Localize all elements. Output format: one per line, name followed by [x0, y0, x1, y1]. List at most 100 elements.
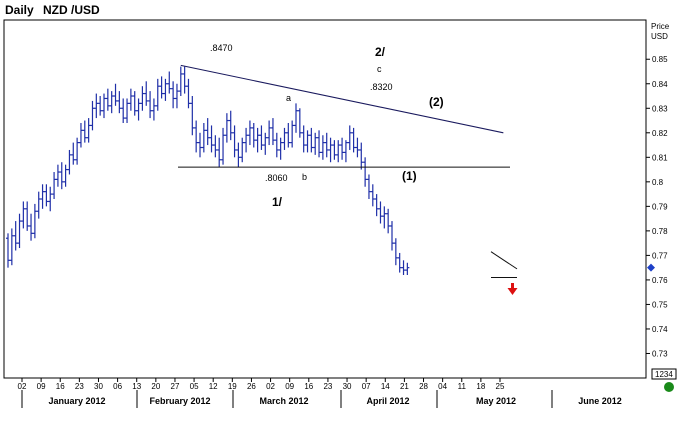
ohlc-bar: [86, 118, 91, 143]
y-tick-label: 0.85: [652, 55, 668, 64]
ohlc-bar: [140, 86, 145, 111]
ohlc-bar: [290, 120, 295, 148]
x-tick-label: 09: [285, 382, 294, 391]
ohlc-bar: [267, 120, 272, 146]
ohlc-bar: [263, 132, 268, 155]
status-dot-icon[interactable]: [664, 382, 674, 392]
ohlc-bar: [98, 96, 103, 116]
ohlc-bar: [102, 93, 106, 119]
ohlc-bar: [359, 142, 364, 170]
price-axis-unit: USD: [651, 32, 668, 41]
x-tick-label: 30: [343, 382, 352, 391]
ohlc-bar: [255, 127, 260, 153]
ohlc-bar: [370, 184, 375, 207]
ohlc-bar: [390, 221, 394, 251]
ohlc-bar: [251, 122, 256, 148]
x-tick-label: 11: [458, 382, 467, 391]
x-tick-label: 18: [476, 382, 485, 391]
ohlc-bar: [159, 76, 164, 99]
ohlc-bar: [324, 132, 329, 158]
ohlc-bar: [151, 98, 156, 121]
annotation-c: c: [377, 64, 382, 74]
x-axis: 02 09 16 23 30 06 13 20 27 05 12 19 26 02 09 16 23 30 07 14…: [18, 378, 622, 408]
ohlc-bar: [209, 125, 214, 153]
x-tick-label: 20: [151, 382, 160, 391]
annotation-8060: .8060: [265, 173, 288, 183]
ohlc-bar: [228, 110, 233, 141]
y-tick-label: 0.8: [652, 178, 664, 187]
ohlc-bar: [259, 125, 264, 150]
ohlc-bar: [270, 118, 275, 146]
x-tick-label: 09: [37, 382, 46, 391]
ohlc-bar: [397, 252, 402, 273]
ohlc-bar: [75, 137, 80, 165]
ohlc-bar: [244, 127, 249, 153]
x-tick-label: 23: [323, 382, 332, 391]
ohlc-bar: [113, 83, 118, 106]
ohlc-bar: [44, 184, 49, 207]
ohlc-bar: [340, 137, 345, 160]
ohlc-bar: [155, 78, 160, 111]
resistance-trendline: [180, 64, 504, 134]
ohlc-bar: [286, 122, 291, 148]
x-tick-label: 02: [266, 382, 275, 391]
x-tick-label: 21: [400, 382, 409, 391]
y-tick-label: 0.76: [652, 276, 668, 285]
ohlc-bar: [13, 221, 18, 251]
ohlc-bar: [9, 228, 14, 266]
ohlc-bar: [297, 108, 302, 138]
month-label: February 2012: [149, 396, 210, 406]
ohlc-bar: [317, 130, 322, 158]
x-tick-label: 16: [56, 382, 65, 391]
ohlc-bar: [71, 142, 76, 165]
ohlc-bar: [171, 81, 176, 109]
wave-annotations: .8470 2/c .8320 (2) a .8060 b (1) 1/: [210, 43, 444, 209]
ohlc-bar: [82, 120, 87, 143]
price-bars: [6, 66, 410, 276]
ohlc-bar: [40, 184, 45, 209]
ohlc-bar: [393, 238, 398, 266]
ohlc-bar: [205, 118, 210, 146]
ohlc-bar: [355, 137, 360, 158]
ohlc-bar: [167, 71, 172, 94]
ohlc-bar: [148, 91, 153, 119]
ohlc-bar: [144, 81, 149, 106]
ohlc-bar: [128, 88, 133, 111]
ohlc-bar: [221, 127, 226, 165]
down-arrow-icon: [507, 283, 518, 295]
ohlc-bar: [182, 66, 187, 94]
ohlc-bar: [313, 132, 318, 155]
ohlc-bar: [236, 142, 241, 168]
ohlc-bar: [52, 172, 57, 199]
annotation-wave-2: 2/: [375, 45, 386, 59]
month-label: January 2012: [48, 396, 105, 406]
x-tick-label: 25: [496, 382, 505, 391]
y-tick-label: 0.82: [652, 129, 668, 138]
ohlc-bar: [90, 100, 95, 131]
y-tick-label: 0.75: [652, 300, 668, 309]
ohlc-bar: [320, 135, 325, 160]
ohlc-bar: [36, 191, 41, 219]
x-tick-label: 14: [381, 382, 390, 391]
x-tick-label: 26: [247, 382, 256, 391]
ohlc-bar: [332, 140, 337, 160]
ohlc-bar: [78, 122, 83, 148]
annotation-b: b: [302, 172, 307, 182]
y-tick-label: 0.74: [652, 325, 668, 334]
ohlc-bar: [94, 93, 99, 119]
y-tick-label: 0.78: [652, 227, 668, 236]
ohlc-bar: [401, 260, 406, 276]
y-tick-label: 0.83: [652, 104, 668, 113]
ohlc-bar: [21, 201, 26, 229]
x-tick-label: 05: [190, 382, 199, 391]
ohlc-bar: [240, 137, 245, 163]
ohlc-bar: [347, 125, 352, 150]
ohlc-bar: [17, 213, 22, 249]
x-tick-label: 28: [419, 382, 428, 391]
ohlc-bar: [336, 140, 341, 163]
last-price-marker: [647, 263, 655, 272]
ohlc-bar: [232, 125, 237, 158]
ohlc-bar: [374, 194, 379, 217]
annotation-a: a: [286, 93, 291, 103]
